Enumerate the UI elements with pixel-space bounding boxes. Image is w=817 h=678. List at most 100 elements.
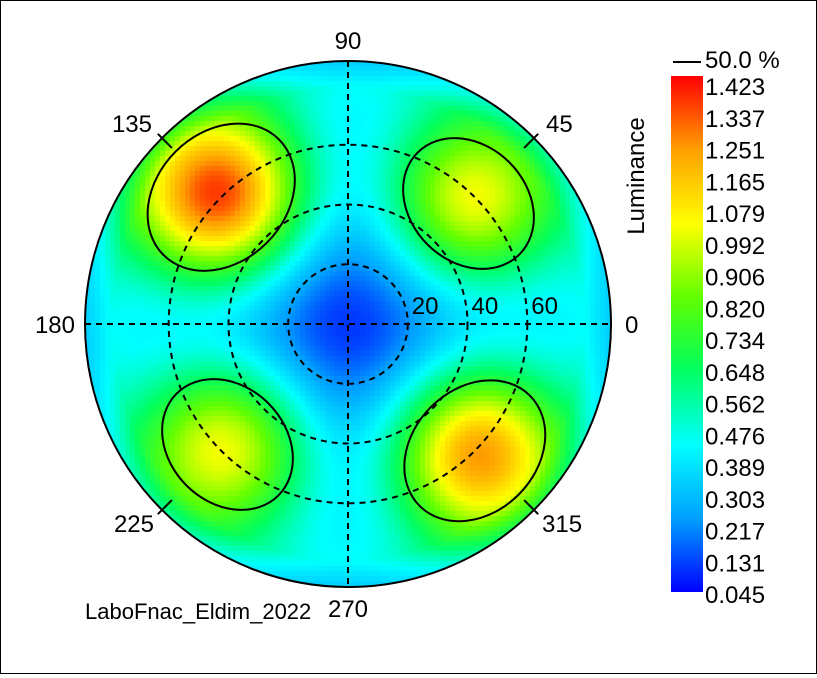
heat-cell [505,251,511,257]
heat-cell [235,341,241,347]
heat-cell [360,251,366,257]
heat-cell [185,231,191,237]
heat-cell [310,296,316,302]
heat-cell [520,181,526,187]
heat-cell [425,206,431,212]
heat-cell [350,81,356,87]
heat-cell [490,286,496,292]
heat-cell [420,216,426,222]
heat-cell [495,326,501,332]
heat-cell [90,306,96,312]
heat-cell [360,156,366,162]
heat-cell [450,216,456,222]
heat-cell [460,276,466,282]
heat-cell [470,201,476,207]
heat-cell [290,301,296,307]
heat-cell [450,121,456,127]
heat-cell [355,131,361,137]
heat-cell [300,276,306,282]
heat-cell [435,231,441,237]
heat-cell [345,121,351,127]
heat-cell [315,76,321,82]
heat-cell [195,286,201,292]
heat-cell [200,106,206,112]
heat-cell [595,336,601,342]
heat-cell [165,231,171,237]
heat-cell [290,291,296,297]
heat-cell [210,256,216,262]
heat-cell [110,341,116,347]
heat-cell [190,111,196,117]
heat-cell [325,316,331,322]
heat-cell [320,256,326,262]
heat-cell [155,346,161,352]
heat-cell [325,171,331,177]
heat-cell [175,176,181,182]
heat-cell [295,311,301,317]
heat-cell [245,276,251,282]
heat-cell [240,301,246,307]
heat-cell [350,216,356,222]
heat-cell [410,241,416,247]
heat-cell [175,206,181,212]
heat-cell [390,166,396,172]
heat-cell [340,76,346,82]
heat-cell [245,141,251,147]
heat-cell [355,71,361,77]
heat-cell [275,306,281,312]
heat-cell [565,181,571,187]
heat-cell [345,296,351,302]
heat-cell [555,271,561,277]
heat-cell [120,296,126,302]
heat-cell [460,221,466,227]
heat-cell [415,71,421,77]
heat-cell [145,346,151,352]
heat-cell [395,271,401,277]
heat-cell [200,256,206,262]
heat-cell [130,181,136,187]
heat-cell [300,311,306,317]
heat-cell [445,236,451,242]
heat-cell [130,226,136,232]
heat-cell [400,86,406,92]
heat-cell [200,176,206,182]
heat-cell [440,196,446,202]
heat-cell [220,246,226,252]
heat-cell [370,166,376,172]
heat-cell [340,101,346,107]
heat-cell [475,276,481,282]
heat-cell [520,261,526,267]
heat-cell [555,226,561,232]
heat-cell [510,161,516,167]
heat-cell [575,341,581,347]
heat-cell [280,151,286,157]
heat-cell [590,316,596,322]
heat-cell [200,156,206,162]
heat-cell [275,246,281,252]
heat-cell [570,261,576,267]
heat-cell [255,76,261,82]
heat-cell [355,86,361,92]
heat-cell [275,106,281,112]
heat-cell [400,276,406,282]
heat-cell [445,101,451,107]
heat-cell [365,131,371,137]
heat-cell [270,176,276,182]
heat-cell [125,241,131,247]
heat-cell [485,321,491,327]
heat-cell [550,176,556,182]
heat-cell [475,336,481,342]
heat-cell [470,136,476,142]
heat-cell [455,211,461,217]
heat-cell [400,311,406,317]
heat-cell [245,91,251,97]
heat-cell [405,141,411,147]
heat-cell [220,251,226,257]
heat-cell [340,186,346,192]
heat-cell [485,261,491,267]
heat-cell [535,161,541,167]
heat-cell [315,151,321,157]
heat-cell [415,121,421,127]
heat-cell [260,121,266,127]
heat-cell [330,101,336,107]
